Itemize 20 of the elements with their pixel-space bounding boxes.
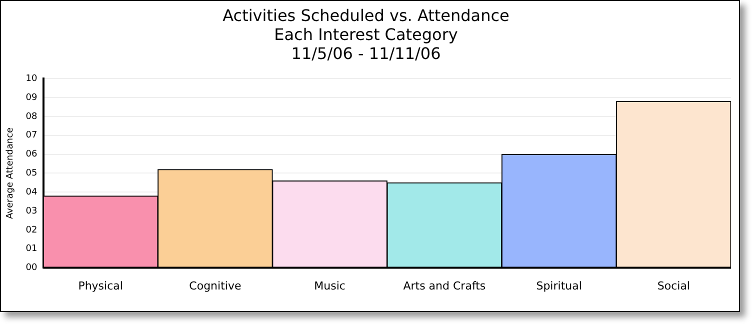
x-tick-label: Music <box>314 279 346 292</box>
x-tick-label: Cognitive <box>189 279 242 292</box>
y-tick-label: 05 <box>26 168 38 179</box>
y-tick-label: 09 <box>26 92 38 103</box>
x-tick-label: Physical <box>78 279 123 292</box>
x-tick-label: Social <box>657 279 690 292</box>
chart-subtitle: Each Interest Category 11/5/06 - 11/11/06 <box>274 24 458 64</box>
y-tick-label: 04 <box>26 187 38 198</box>
y-tick-label: 08 <box>26 112 38 122</box>
y-tick-label: 02 <box>26 225 38 236</box>
y-tick-label: 03 <box>26 206 38 216</box>
y-tick-label: 01 <box>26 244 38 254</box>
x-tick-label: Spiritual <box>536 279 582 292</box>
chart-title: Activities Scheduled vs. Attendance <box>222 6 510 25</box>
y-tick-label: 00 <box>26 263 38 274</box>
x-tick-label: Arts and Crafts <box>403 279 486 292</box>
y-tick-label: 10 <box>26 74 38 84</box>
y-tick-label: 06 <box>26 150 38 160</box>
y-axis-title: Average Attendance <box>6 126 16 219</box>
y-tick-label: 07 <box>26 130 38 141</box>
